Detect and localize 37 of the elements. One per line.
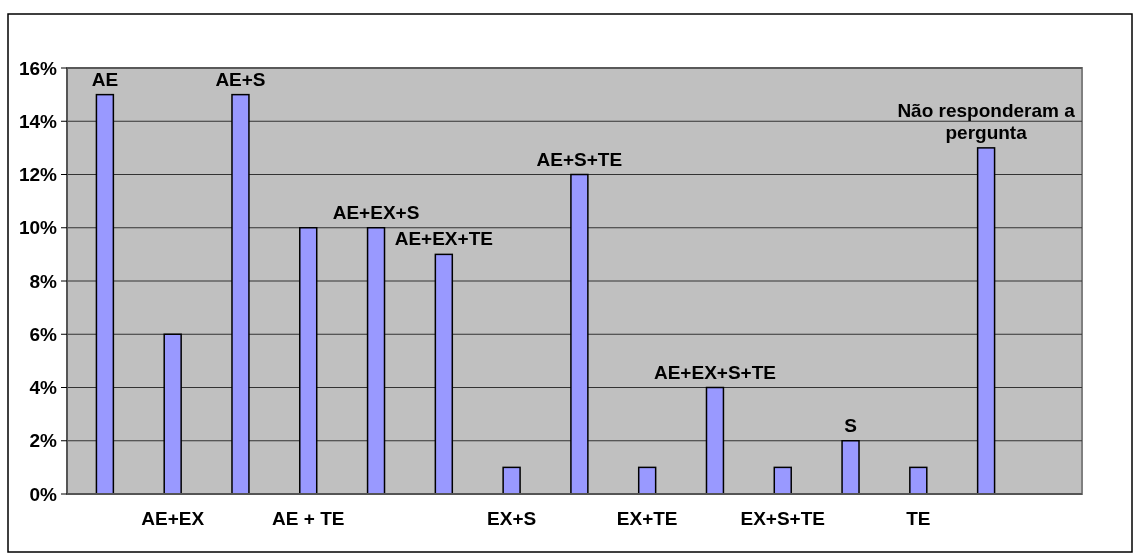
y-tick-label: 0% (29, 483, 58, 505)
bar (637, 466, 657, 495)
bar (434, 253, 454, 495)
bar (909, 466, 928, 495)
y-tick-label: 2% (29, 430, 58, 452)
x-tick-label: EX+TE (616, 507, 678, 529)
x-tick-label: EX+S+TE (740, 507, 825, 529)
bar (841, 440, 860, 495)
bar (705, 386, 725, 495)
y-tick-label: 14% (18, 110, 58, 132)
data-label: AE+S (215, 68, 266, 90)
x-tick-label: EX+S (487, 507, 537, 529)
y-tick-label: 16% (18, 57, 58, 79)
bar (570, 173, 589, 495)
bar (502, 466, 521, 495)
data-label: AE+EX+S+TE (653, 361, 776, 383)
x-tick-label: AE+EX (141, 507, 205, 529)
x-tick-label: TE (906, 507, 931, 529)
bar (231, 93, 250, 495)
data-label: S (844, 414, 857, 436)
bar (163, 333, 182, 495)
data-label: AE+S+TE (536, 148, 623, 170)
y-tick-label: 10% (18, 217, 58, 239)
y-tick-label: 12% (18, 164, 58, 186)
data-label: AE+EX+S (332, 201, 420, 223)
bar (299, 227, 318, 495)
data-label: AE (91, 68, 119, 90)
y-tick-label: 6% (29, 323, 58, 345)
y-tick-label: 8% (29, 270, 58, 292)
bar (95, 93, 115, 495)
bar (976, 147, 996, 495)
data-label: Não responderam a pergunta (897, 100, 1076, 143)
data-label: AE+EX+TE (394, 228, 493, 250)
y-tick-label: 4% (29, 377, 58, 399)
bar (366, 227, 386, 495)
bar (773, 466, 792, 495)
x-tick-label: AE + TE (272, 507, 345, 529)
